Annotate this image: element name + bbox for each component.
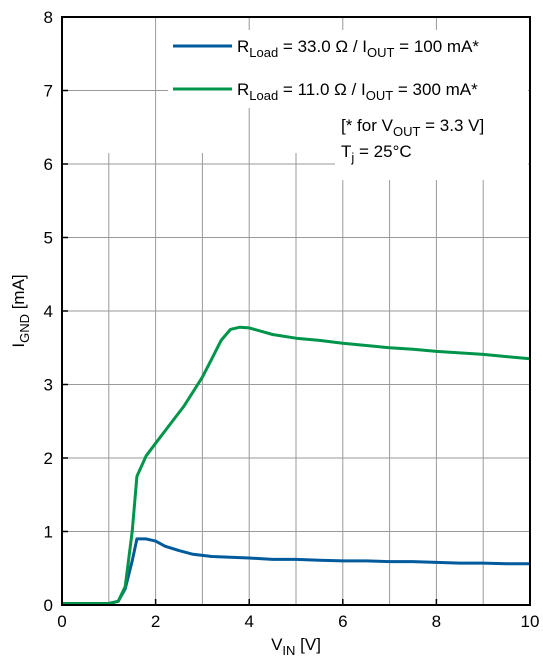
axis-labels: VIN [V] IGND [mA]: [9, 274, 321, 658]
legend-background: [168, 30, 528, 108]
y-axis-label: IGND [mA]: [9, 274, 32, 347]
x-tick-label: 8: [432, 612, 441, 631]
legend-label-1: RLoad = 33.0 Ω / IOUT = 100 mA*: [237, 37, 479, 60]
annotation-vout: [* for VOUT = 3.3 V]: [341, 116, 484, 139]
annotation: [* for VOUT = 3.3 V] Tj = 25°C: [335, 108, 528, 180]
y-tick-label: 1: [44, 523, 53, 542]
y-tick-label: 4: [44, 302, 53, 321]
y-tick-label: 6: [44, 155, 53, 174]
series-line-1: [62, 537, 530, 605]
plot-frame: [61, 16, 531, 606]
x-tick-label: 4: [244, 612, 253, 631]
series-line-2: [62, 325, 531, 605]
legend: RLoad = 33.0 Ω / IOUT = 100 mA* RLoad = 1…: [168, 30, 528, 108]
y-tick-label: 3: [44, 376, 53, 395]
x-tick-label: 2: [151, 612, 160, 631]
y-tick-label: 2: [44, 449, 53, 468]
x-tick-label: 0: [57, 612, 66, 631]
annotation-temperature: Tj = 25°C: [341, 142, 412, 165]
series-layer: [62, 325, 531, 605]
x-tick-label: 10: [521, 612, 540, 631]
x-axis-label: VIN [V]: [271, 635, 321, 658]
y-tick-label: 8: [44, 8, 53, 27]
annotation-background: [335, 108, 528, 180]
y-tick-label: 5: [44, 229, 53, 248]
x-tick-label: 6: [338, 612, 347, 631]
y-tick-label: 0: [44, 596, 53, 615]
y-tick-label: 7: [44, 82, 53, 101]
axis-ticks: 0 2 4 6 8 10 0 1 2 3 4 5 6 7 8: [44, 8, 540, 631]
legend-label-2: RLoad = 11.0 Ω / IOUT = 300 mA*: [237, 80, 478, 103]
